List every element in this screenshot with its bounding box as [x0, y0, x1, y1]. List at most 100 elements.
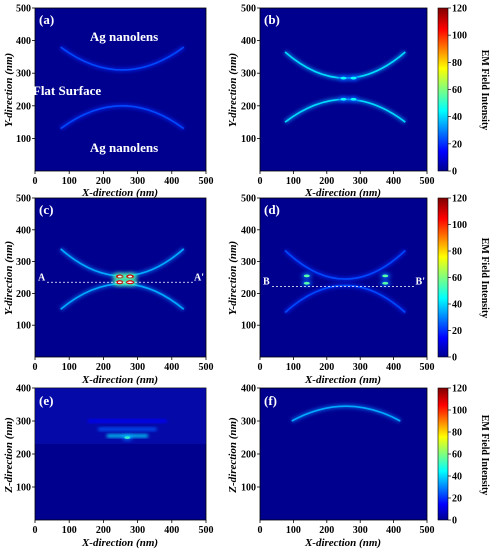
cut-line-left-label: A — [38, 272, 46, 283]
y-ticks: 100 200 300 400 — [16, 384, 35, 494]
field-band-1 — [98, 427, 157, 431]
x-tick-label: 100 — [286, 176, 301, 187]
y-tick-label: 200 — [16, 289, 31, 300]
x-axis-label: X-direction (nm) — [81, 374, 158, 386]
colorbar-tick-label: 120 — [452, 384, 467, 395]
colorbar-top: 0 20 40 60 80 100 120 EM Field Intensity — [437, 4, 490, 178]
panel-c: A A' (c) 0 100 200 300 400 500 100 200 300 400 500… — [3, 194, 214, 387]
cut-line-left-label: B — [263, 276, 270, 287]
field-arc-0 — [284, 249, 406, 280]
x-tick-label: 200 — [319, 362, 334, 373]
marks — [283, 248, 407, 315]
y-ticks: 100 200 300 400 — [241, 384, 260, 494]
y-tick-label: 200 — [241, 450, 256, 461]
hotspot-1 — [350, 76, 357, 80]
colorbar-label: EM Field Intensity — [479, 50, 490, 131]
y-axis-label: Y-direction (nm) — [3, 241, 15, 315]
x-tick-label: 400 — [164, 176, 179, 187]
y-tick-label: 100 — [16, 321, 31, 332]
hotspot-0 — [303, 274, 310, 278]
x-tick-label: 200 — [96, 176, 111, 187]
colorbar-tick-label: 20 — [452, 326, 462, 337]
x-tick-label: 100 — [62, 362, 77, 373]
panel-label: (e) — [39, 393, 53, 408]
field-band-0 — [88, 419, 167, 423]
colorbar-tick-label: 80 — [452, 428, 462, 439]
heatmap-bg — [259, 387, 428, 521]
hotspot-2 — [303, 281, 310, 285]
field-arc-0 — [60, 46, 185, 71]
x-tick-label: 300 — [130, 362, 145, 373]
panel-label: (a) — [39, 12, 54, 27]
hotspot-core-1 — [128, 275, 133, 278]
x-tick-label: 200 — [96, 362, 111, 373]
y-axis-label: Y-direction (nm) — [227, 241, 239, 315]
hotspot-1 — [382, 274, 389, 278]
x-tick-label: 400 — [386, 362, 401, 373]
marks — [88, 419, 167, 441]
x-tick-label: 0 — [258, 176, 263, 187]
x-tick-label: 100 — [286, 362, 301, 373]
x-tick-label: 400 — [164, 525, 179, 536]
y-tick-label: 500 — [16, 194, 31, 205]
y-axis-label: Z-direction (nm) — [227, 417, 239, 493]
colorbar-tick-label: 100 — [452, 31, 467, 42]
colorbar-tick-label: 20 — [452, 494, 462, 505]
x-tick-label: 100 — [62, 176, 77, 187]
y-ticks: 100 200 300 400 500 — [16, 194, 35, 332]
colorbar-label: EM Field Intensity — [479, 415, 490, 496]
panel-b: (b) 0 100 200 300 400 500 100 200 300 400 500 X-d… — [227, 4, 435, 200]
panel-label: (b) — [264, 12, 280, 27]
x-axis-label: X-direction (nm) — [304, 537, 381, 549]
heatmap-bg — [34, 387, 207, 521]
y-tick-label: 100 — [16, 483, 31, 494]
field-arc-1 — [60, 105, 185, 130]
hotspot-0 — [340, 76, 347, 80]
colorbar-tick-label: 0 — [452, 353, 457, 364]
y-tick-label: 400 — [16, 36, 31, 47]
y-tick-label: 200 — [241, 101, 256, 112]
x-tick-label: 0 — [33, 525, 38, 536]
cut-line-right-label: A' — [194, 272, 204, 283]
y-ticks: 100 200 300 400 500 — [16, 4, 35, 145]
x-ticks: 0 100 200 300 400 500 — [33, 357, 214, 373]
y-tick-label: 300 — [16, 257, 31, 268]
x-tick-label: 500 — [199, 362, 214, 373]
x-tick-label: 200 — [319, 525, 334, 536]
y-ticks: 100 200 300 400 500 — [241, 194, 260, 332]
colorbar-tick-label: 100 — [452, 220, 467, 231]
cut-line: B B' — [263, 276, 425, 287]
panel-label: (c) — [39, 202, 53, 217]
hotspot-core-3 — [128, 281, 133, 284]
annotation-top-lens: Ag nanolens — [90, 29, 158, 44]
x-ticks: 0 100 200 300 400 500 — [258, 520, 435, 536]
colorbar-gradient — [437, 197, 449, 358]
colorbar-tick-label: 0 — [452, 516, 457, 527]
x-tick-label: 100 — [62, 525, 77, 536]
hotspot-2 — [340, 97, 347, 101]
marks — [59, 247, 186, 312]
colorbar-tick-label: 0 — [452, 167, 457, 178]
colorbar-ticks: 0 20 40 60 80 100 120 — [448, 384, 467, 527]
x-ticks: 0 100 200 300 400 500 — [33, 520, 214, 536]
y-ticks: 100 200 300 400 500 — [241, 4, 260, 145]
marks — [290, 404, 402, 423]
x-tick-label: 400 — [164, 362, 179, 373]
cut-line: A A' — [38, 272, 204, 283]
y-axis-label: Z-direction (nm) — [3, 417, 15, 493]
x-ticks: 0 100 200 300 400 500 — [258, 357, 435, 373]
y-tick-label: 500 — [16, 4, 31, 15]
x-ticks: 0 100 200 300 400 500 — [33, 171, 214, 187]
panel-label: (d) — [264, 202, 280, 217]
x-tick-label: 0 — [33, 176, 38, 187]
y-tick-label: 100 — [16, 134, 31, 145]
heatmap-bg — [259, 7, 428, 172]
colorbar-tick-label: 60 — [452, 273, 462, 284]
x-tick-label: 300 — [130, 176, 145, 187]
y-axis-label: Y-direction (nm) — [3, 53, 15, 127]
y-tick-label: 300 — [241, 69, 256, 80]
x-tick-label: 300 — [353, 525, 368, 536]
x-tick-label: 500 — [420, 176, 435, 187]
x-tick-label: 200 — [96, 525, 111, 536]
panel-f: (f) 0 100 200 300 400 500 100 200 300 400 X-dire… — [227, 384, 435, 550]
